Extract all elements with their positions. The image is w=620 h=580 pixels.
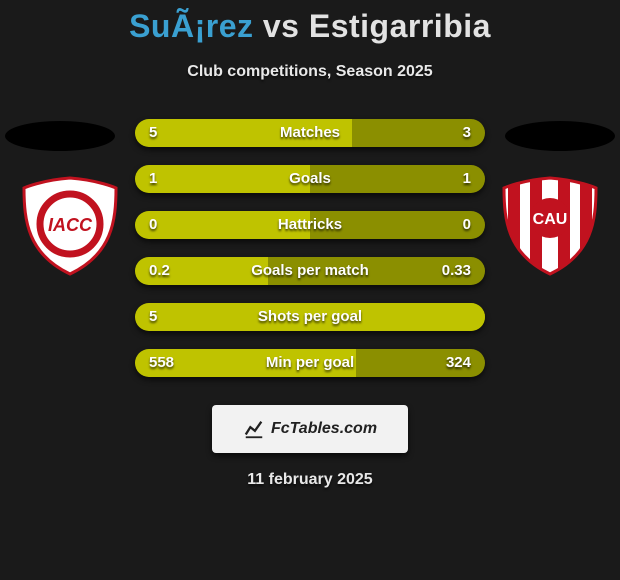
club-left-initials: IACC: [48, 215, 93, 235]
stat-value-left: 0: [149, 211, 157, 239]
player1-shadow: [5, 121, 115, 151]
stat-label: Goals: [135, 165, 485, 193]
stat-value-right: 1: [463, 165, 471, 193]
stat-label: Shots per goal: [135, 303, 485, 331]
cau-badge-icon: CAU: [500, 176, 600, 276]
player1-name: SuÃ¡rez: [129, 8, 253, 44]
date-line: 11 february 2025: [0, 471, 620, 489]
stat-value-left: 558: [149, 349, 174, 377]
stat-label: Matches: [135, 119, 485, 147]
player2-shadow: [505, 121, 615, 151]
branding-badge[interactable]: FcTables.com: [212, 405, 408, 453]
stat-label: Goals per match: [135, 257, 485, 285]
stat-row: Goals1 1: [135, 165, 485, 193]
stat-value-left: 5: [149, 119, 157, 147]
stat-value-right: 0: [463, 211, 471, 239]
stat-value-right: 324: [446, 349, 471, 377]
stat-row: Hattricks0 0: [135, 211, 485, 239]
stat-value-left: 5: [149, 303, 157, 331]
stat-value-right: 0.33: [442, 257, 471, 285]
club-right-badge: CAU: [500, 176, 600, 276]
comparison-stage: IACC CAU Matches53Goals11Hattricks00Goal…: [0, 111, 620, 401]
club-left-badge: IACC: [20, 176, 120, 276]
club-right-initials: CAU: [533, 211, 568, 228]
stat-rows: Matches53Goals11Hattricks00Goals per mat…: [135, 119, 485, 395]
stat-row: Min per goal558 324: [135, 349, 485, 377]
stat-row: Goals per match0.2 0.33: [135, 257, 485, 285]
vs-text: vs: [263, 8, 300, 44]
iacc-badge-icon: IACC: [20, 176, 120, 276]
stat-label: Hattricks: [135, 211, 485, 239]
stat-value-left: 1: [149, 165, 157, 193]
stat-row: Shots per goal5: [135, 303, 485, 331]
stat-label: Min per goal: [135, 349, 485, 377]
chart-icon: [243, 418, 265, 440]
comparison-title: SuÃ¡rez vs Estigarribia: [0, 0, 620, 45]
player2-name: Estigarribia: [309, 8, 491, 44]
branding-text: FcTables.com: [271, 420, 377, 438]
stat-value-left: 0.2: [149, 257, 170, 285]
stat-row: Matches5 3: [135, 119, 485, 147]
stat-value-right: 3: [463, 119, 471, 147]
subtitle: Club competitions, Season 2025: [0, 63, 620, 81]
